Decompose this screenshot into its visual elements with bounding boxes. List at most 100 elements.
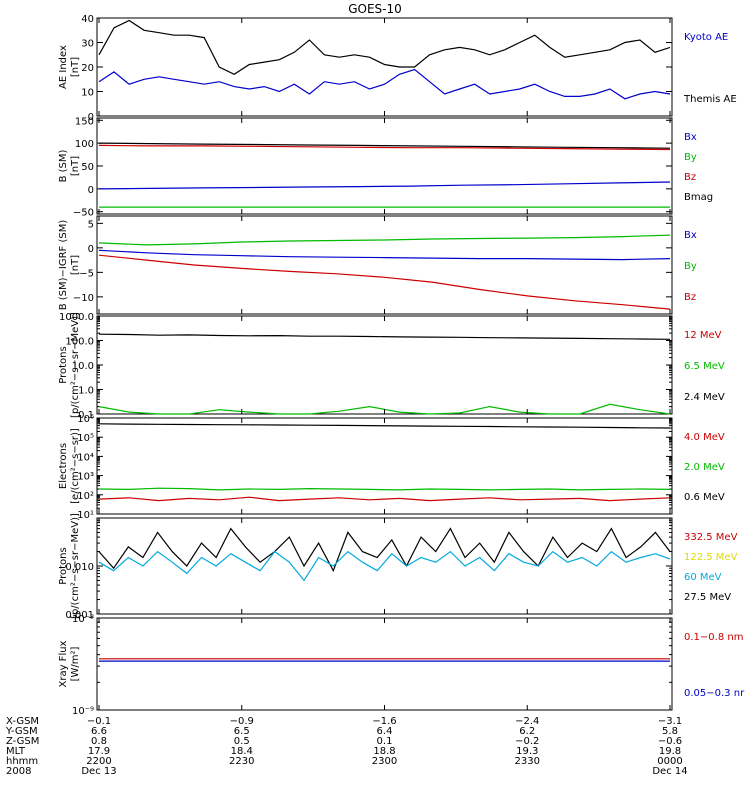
- ephemeris-value: −0.2: [515, 736, 539, 747]
- legend-label: Kyoto AE: [684, 32, 728, 43]
- series-line-4-0-mev: [98, 496, 671, 502]
- series-line-0-6-mev: [98, 423, 671, 429]
- legend-label: 2.0 MeV: [684, 462, 725, 473]
- ephemeris-value: 6.4: [377, 726, 393, 737]
- ephemeris-row-label: MLT: [6, 746, 26, 757]
- series-line-27-5-mev: [98, 527, 671, 573]
- ephemeris-value: 6.5: [234, 726, 250, 737]
- ephemeris-value: −3.1: [658, 716, 682, 727]
- ephemeris-value: 0000: [657, 756, 682, 767]
- series-line-60-mev: [98, 550, 671, 582]
- y-axis-label: [nT]: [70, 156, 81, 176]
- ephemeris-value: 5.8: [662, 726, 678, 737]
- y-axis-label: Protons: [58, 547, 69, 584]
- ephemeris-value: 6.2: [519, 726, 535, 737]
- y-tick-label: −10: [73, 293, 94, 304]
- series-line-bz: [98, 144, 671, 151]
- y-tick-label: 10²: [77, 491, 94, 502]
- y-tick-label: 0: [88, 185, 94, 196]
- y-tick-label: −50: [73, 208, 94, 219]
- y-axis-label: [nT]: [70, 255, 81, 275]
- series-line-2-0-mev: [98, 487, 671, 491]
- legend-label: 0.6 MeV: [684, 492, 725, 503]
- y-tick-label: 10: [81, 88, 94, 99]
- ephemeris-value: 0.8: [91, 736, 107, 747]
- legend-label: 2.4 MeV: [684, 392, 725, 403]
- ephemeris-value: 2230: [229, 756, 254, 767]
- legend-label: Bx: [684, 132, 697, 143]
- y-tick-label: 0.001: [65, 610, 94, 621]
- ephemeris-row-label: X-GSM: [6, 716, 39, 727]
- ephemeris-value: 17.9: [88, 746, 110, 757]
- y-axis-label: [p/(cm²−s−sr−MeV)]: [70, 513, 81, 619]
- y-tick-label: 0.1: [78, 410, 94, 421]
- ephemeris-value: 0.5: [234, 736, 250, 747]
- y-tick-label: 0: [88, 112, 94, 123]
- y-axis-label: [e/(cm²−s−sr)]: [70, 428, 81, 504]
- y-tick-label: 10⁻⁹: [72, 706, 94, 717]
- ephemeris-value: 2300: [372, 756, 397, 767]
- y-tick-label: 20: [81, 63, 94, 74]
- legend-label: 0.1−0.8 nm: [684, 632, 743, 643]
- y-axis-label: AE Index: [58, 45, 69, 89]
- legend-label: Bx: [684, 230, 697, 241]
- series-line-bx: [98, 249, 671, 261]
- legend-label: By: [684, 261, 697, 272]
- y-tick-label: 0.010: [65, 562, 94, 573]
- y-tick-label: 0: [88, 244, 94, 255]
- legend-label: Themis AE: [683, 94, 737, 105]
- legend-label: 27.5 MeV: [684, 592, 731, 603]
- y-tick-label: 50: [81, 162, 94, 173]
- y-tick-label: 150: [75, 116, 94, 127]
- y-tick-label: 10⁵: [77, 433, 94, 444]
- ephemeris-row-label: hhmm: [6, 756, 38, 767]
- ephemeris-value: −0.1: [87, 716, 111, 727]
- ephemeris-value: Dec 13: [81, 766, 116, 777]
- ephemeris-value: 18.4: [231, 746, 253, 757]
- y-tick-label: 10.0: [72, 361, 94, 372]
- series-line-themis-ae: [98, 19, 671, 75]
- y-axis-label: Electrons: [58, 443, 69, 489]
- y-axis-label: Protons: [58, 346, 69, 383]
- legend-label: 60 MeV: [684, 572, 722, 583]
- ephemeris-row-label: 2008: [6, 766, 31, 777]
- y-tick-label: 10⁶: [77, 414, 94, 425]
- series-line-bx: [98, 181, 671, 190]
- legend-label: 4.0 MeV: [684, 432, 725, 443]
- y-tick-label: 5: [88, 219, 94, 230]
- series-line-by: [98, 234, 671, 246]
- legend-label: 0.05−0.3 nr: [684, 688, 745, 699]
- legend-label: 332.5 MeV: [684, 532, 738, 543]
- legend-label: 12 MeV: [684, 330, 722, 341]
- legend-label: Bz: [684, 292, 696, 303]
- panel-frame-protons2: [96, 517, 673, 615]
- y-tick-label: −5: [79, 268, 94, 279]
- legend-label: By: [684, 152, 697, 163]
- ephemeris-row-label: Y-GSM: [5, 726, 38, 737]
- legend-label: Bmag: [684, 192, 713, 203]
- ephemeris-value: −2.4: [515, 716, 539, 727]
- legend-label: 6.5 MeV: [684, 361, 725, 372]
- y-tick-label: 10³: [77, 472, 94, 483]
- ephemeris-value: −0.9: [230, 716, 254, 727]
- ephemeris-value: 18.8: [373, 746, 395, 757]
- ephemeris-value: −0.6: [658, 736, 682, 747]
- legend-label: Bz: [684, 172, 696, 183]
- series-line-bz: [98, 254, 671, 310]
- y-tick-label: 1000.0: [59, 312, 94, 323]
- ephemeris-value: 0.1: [377, 736, 393, 747]
- y-tick-label: 10¹: [77, 510, 94, 521]
- y-tick-label: 10⁴: [77, 452, 94, 463]
- ephemeris-value: 19.8: [659, 746, 681, 757]
- panel-frame-xray: [96, 617, 673, 711]
- series-line-bmag: [98, 142, 671, 149]
- legend-label: 122.5 MeV: [684, 552, 738, 563]
- y-axis-label: B (SM)−IGRF (SM): [58, 220, 69, 311]
- ephemeris-row-label: Z-GSM: [6, 736, 39, 747]
- chart-title: GOES-10: [348, 2, 402, 16]
- series-line-2-4-mev: [98, 333, 671, 340]
- y-tick-label: 30: [81, 39, 94, 50]
- y-tick-label: 100.0: [65, 337, 94, 348]
